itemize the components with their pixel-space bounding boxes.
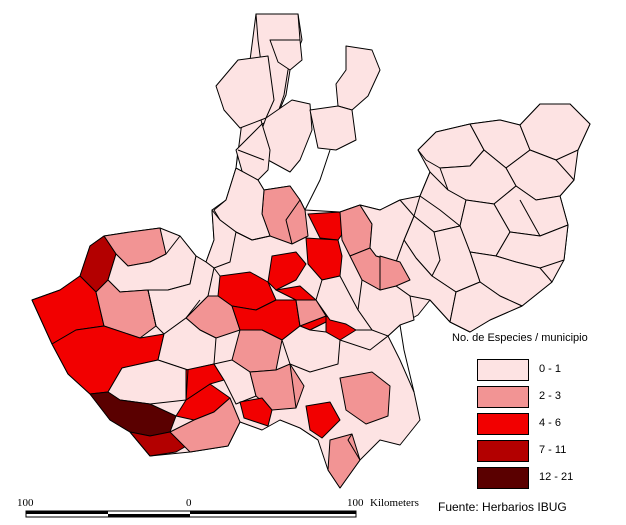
municipality-area <box>295 299 327 327</box>
municipality-area <box>339 371 391 425</box>
municipality-area <box>315 275 373 331</box>
municipal-boundary <box>213 267 221 277</box>
municipality-area <box>239 397 273 427</box>
legend-label: 7 - 11 <box>539 444 567 456</box>
municipal-boundary <box>285 199 301 245</box>
source-credit: Fuente: Herbarios IBUG <box>438 500 567 514</box>
legend-label: 2 - 3 <box>539 390 562 402</box>
municipal-boundary <box>237 149 265 161</box>
municipal-boundary <box>399 324 415 393</box>
scale-label-right: 100 <box>347 497 364 509</box>
municipal-boundary <box>185 299 201 319</box>
municipality-area <box>269 39 303 71</box>
legend-label: 12 - 21 <box>539 471 574 483</box>
municipal-boundary <box>235 231 271 241</box>
legend-swatch <box>477 359 529 381</box>
municipal-boundary <box>147 289 157 327</box>
municipal-boundary <box>519 199 541 237</box>
scale-label-zero: 0 <box>186 497 192 509</box>
legend-swatch <box>477 413 529 435</box>
municipal-boundary <box>339 335 389 351</box>
legend-title: No. de Especies / municipio <box>452 332 588 344</box>
municipal-boundary <box>431 231 441 277</box>
municipality-area <box>359 199 415 263</box>
municipal-boundary <box>347 433 361 461</box>
municipal-boundary <box>289 363 297 409</box>
municipality-area <box>267 251 307 291</box>
municipality-area <box>379 255 411 291</box>
municipal-boundary <box>185 369 189 401</box>
legend-label: 0 - 1 <box>539 363 562 375</box>
municipal-boundary <box>419 195 461 227</box>
municipality-area <box>205 209 237 269</box>
municipal-boundary <box>304 149 331 211</box>
legend-swatch <box>477 440 529 462</box>
municipality-area <box>89 391 177 437</box>
legend-label: 4 - 6 <box>539 417 562 429</box>
legend-swatch <box>477 467 529 489</box>
municipality-area <box>335 45 381 111</box>
municipality-area <box>281 325 341 373</box>
municipality-area <box>449 281 523 333</box>
municipality-area <box>169 397 241 453</box>
municipality-area <box>309 105 357 151</box>
municipal-boundary <box>299 427 319 441</box>
scale-bar <box>25 510 357 518</box>
scale-unit: Kilometers <box>370 497 419 509</box>
municipality-area <box>215 55 275 129</box>
legend-swatch <box>477 386 529 408</box>
municipality-area <box>305 401 341 439</box>
scale-label-left: 100 <box>17 497 34 509</box>
